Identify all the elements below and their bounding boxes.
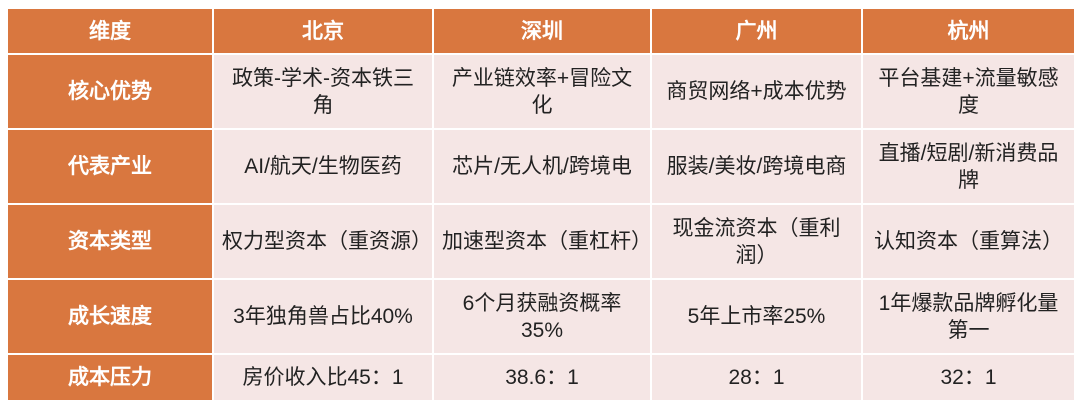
table-cell: 产业链效率+冒险文化: [432, 53, 652, 130]
table-cell: 加速型资本（重杠杆）: [432, 203, 652, 280]
row-label: 资本类型: [6, 203, 214, 280]
row-label: 核心优势: [6, 53, 214, 130]
table-row: 代表产业 AI/航天/生物医药 芯片/无人机/跨境电 服装/美妆/跨境电商 直播…: [6, 128, 1076, 205]
table-row: 核心优势 政策-学术-资本铁三角 产业链效率+冒险文化 商贸网络+成本优势 平台…: [6, 53, 1076, 130]
row-label: 代表产业: [6, 128, 214, 205]
header-shenzhen: 深圳: [432, 7, 652, 55]
table-cell: 认知资本（重算法）: [861, 203, 1076, 280]
table-cell: 6个月获融资概率35%: [432, 278, 652, 355]
table-cell: 5年上市率25%: [650, 278, 863, 355]
city-comparison-table: 维度 北京 深圳 广州 杭州 核心优势 政策-学术-资本铁三角 产业链效率+冒险…: [6, 7, 1076, 402]
table-cell: 3年独角兽占比40%: [212, 278, 434, 355]
header-guangzhou: 广州: [650, 7, 863, 55]
row-label: 成长速度: [6, 278, 214, 355]
table-cell: AI/航天/生物医药: [212, 128, 434, 205]
table-row: 成本压力 房价收入比45：1 38.6：1 28：1 32：1: [6, 353, 1076, 402]
table-row: 成长速度 3年独角兽占比40% 6个月获融资概率35% 5年上市率25% 1年爆…: [6, 278, 1076, 355]
table-cell: 商贸网络+成本优势: [650, 53, 863, 130]
table-cell: 1年爆款品牌孵化量第一: [861, 278, 1076, 355]
table-cell: 政策-学术-资本铁三角: [212, 53, 434, 130]
table-cell: 28：1: [650, 353, 863, 402]
table-row: 资本类型 权力型资本（重资源） 加速型资本（重杠杆） 现金流资本（重利润） 认知…: [6, 203, 1076, 280]
header-dimension: 维度: [6, 7, 214, 55]
table-cell: 芯片/无人机/跨境电: [432, 128, 652, 205]
table-cell: 现金流资本（重利润）: [650, 203, 863, 280]
header-beijing: 北京: [212, 7, 434, 55]
row-label: 成本压力: [6, 353, 214, 402]
header-row: 维度 北京 深圳 广州 杭州: [6, 7, 1076, 55]
table-cell: 平台基建+流量敏感度: [861, 53, 1076, 130]
table-cell: 38.6：1: [432, 353, 652, 402]
table-cell: 服装/美妆/跨境电商: [650, 128, 863, 205]
header-hangzhou: 杭州: [861, 7, 1076, 55]
table-cell: 32：1: [861, 353, 1076, 402]
table-cell: 权力型资本（重资源）: [212, 203, 434, 280]
table-cell: 房价收入比45：1: [212, 353, 434, 402]
table-cell: 直播/短剧/新消费品牌: [861, 128, 1076, 205]
